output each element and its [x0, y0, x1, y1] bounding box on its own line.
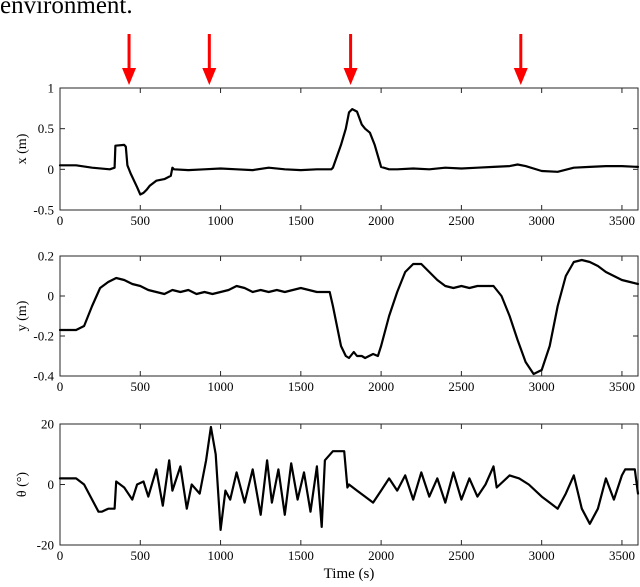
event-arrow-head — [513, 68, 528, 85]
y-tick-label: 0 — [48, 162, 55, 177]
event-arrow-head — [202, 68, 217, 85]
figure-caption-fragment: environment. — [0, 0, 133, 19]
y-axis-label: θ (°) — [15, 472, 30, 497]
series-line — [58, 107, 640, 196]
y-tick-label: -0.2 — [33, 329, 54, 344]
x-tick-label: 2000 — [368, 379, 394, 394]
x-tick-label: 0 — [57, 379, 64, 394]
x-tick-label: 3500 — [609, 213, 635, 228]
plot-frame — [59, 87, 639, 211]
y-tick-label: -0.4 — [33, 369, 54, 384]
x-tick-label: 0 — [57, 213, 64, 228]
x-tick-label: 500 — [131, 379, 151, 394]
y-tick-label: -20 — [37, 538, 54, 553]
series-line — [58, 258, 640, 376]
y-tick-label: 0.5 — [38, 121, 54, 136]
x-tick-label: 3000 — [529, 213, 555, 228]
y-axis-label: y (m) — [15, 300, 30, 331]
y-tick-label: 0 — [48, 477, 55, 492]
x-tick-label: 3000 — [529, 548, 555, 563]
event-markers — [122, 34, 528, 85]
series-line — [58, 425, 640, 532]
x-tick-label: 2000 — [368, 548, 394, 563]
y-tick-label: 1 — [48, 81, 55, 96]
x-tick-label: 3500 — [609, 379, 635, 394]
x-tick-label: 2000 — [368, 213, 394, 228]
x-axis-label: Time (s) — [324, 566, 375, 582]
x-tick-label: 500 — [131, 213, 151, 228]
x-tick-label: 1500 — [288, 548, 314, 563]
x-tick-label: 3500 — [609, 548, 635, 563]
x-tick-label: 1500 — [288, 213, 314, 228]
x-tick-label: 1500 — [288, 379, 314, 394]
x-tick-label: 1000 — [208, 213, 234, 228]
event-arrow-head — [122, 68, 137, 85]
x-tick-label: 2500 — [448, 548, 474, 563]
x-tick-label: 2500 — [448, 213, 474, 228]
plot-frame — [59, 255, 639, 377]
x-tick-label: 3000 — [529, 379, 555, 394]
y-axis-label: x (m) — [15, 133, 30, 164]
y-tick-label: -0.5 — [33, 203, 54, 218]
y-tick-label: 0 — [48, 289, 55, 304]
x-tick-label: 1000 — [208, 548, 234, 563]
x-tick-label: 0 — [57, 548, 64, 563]
x-tick-label: 500 — [131, 548, 151, 563]
panel-x-position: 0 500 1000 1500 2000 2500 3000 3500-0.500.51x (… — [15, 81, 640, 228]
x-tick-label: 2500 — [448, 379, 474, 394]
y-tick-label: 0.2 — [38, 249, 54, 264]
panel-y-position: 0 500 1000 1500 2000 2500 3000 3500 -0.4 -0.2 0 0.2… — [15, 249, 640, 394]
y-tick-label: 20 — [41, 417, 54, 432]
x-tick-label: 1000 — [208, 379, 234, 394]
event-arrow-head — [343, 68, 358, 85]
